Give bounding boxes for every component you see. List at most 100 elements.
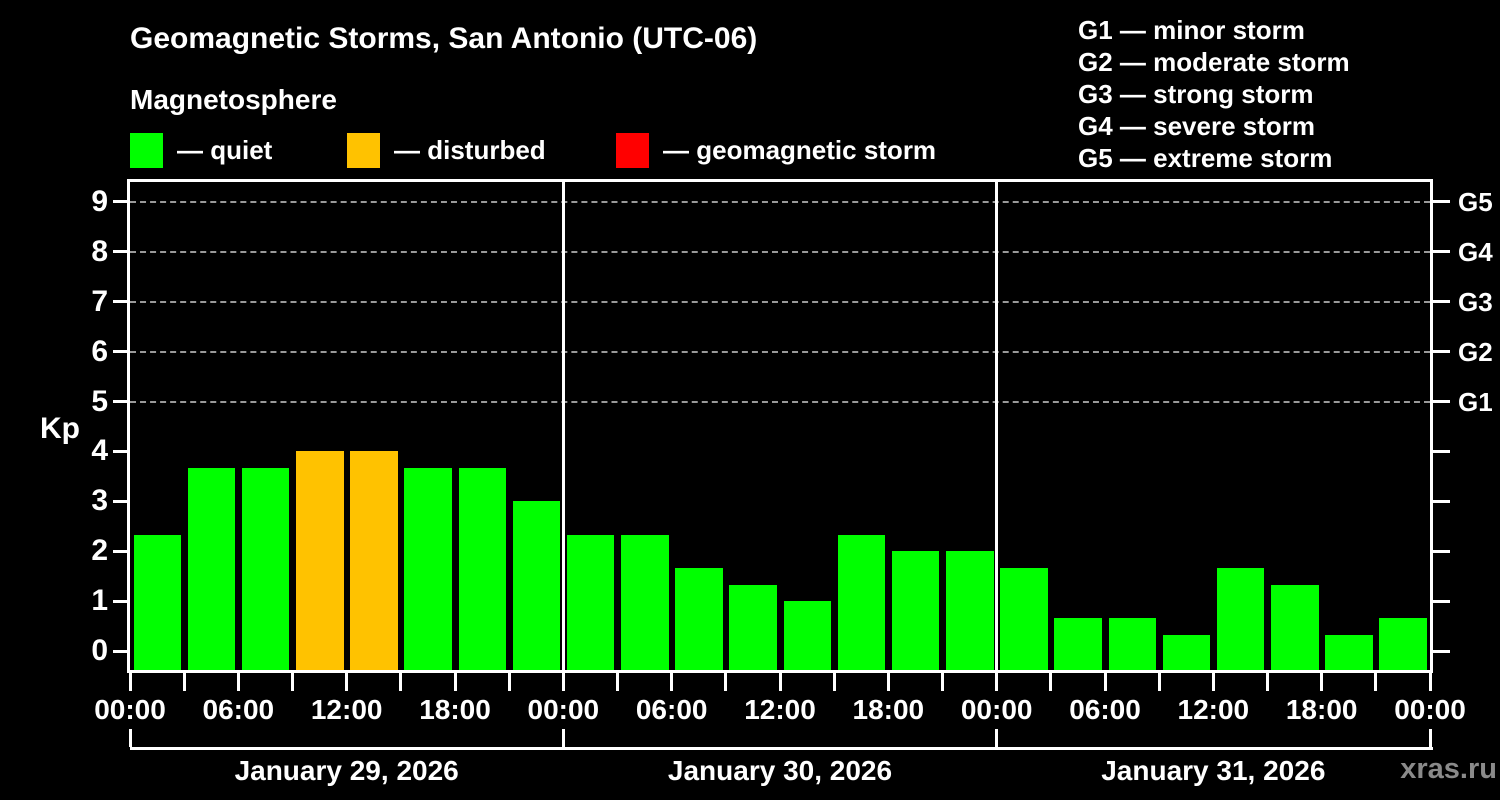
y-axis-tick-right	[1433, 400, 1450, 403]
gridline-kp7	[130, 300, 1430, 303]
y-axis-tick-right	[1433, 649, 1450, 653]
storm-scale-g4: G4 — severe storm	[1078, 111, 1316, 141]
y-axis-tick-left	[113, 250, 130, 254]
x-axis-tick	[832, 673, 836, 691]
y-tick-label: 7	[91, 284, 108, 318]
y-axis-tick-left	[113, 400, 130, 403]
x-time-label: 12:00	[744, 694, 816, 725]
storm-scale-g1: G1 — minor storm	[1078, 15, 1305, 45]
x-axis-tick	[941, 673, 944, 691]
x-time-label: 06:00	[202, 694, 275, 725]
x-time-label: 00:00	[960, 694, 1033, 725]
x-axis-tick	[1320, 673, 1324, 691]
date-bracket-tick	[128, 729, 132, 747]
kp-bar	[1162, 634, 1211, 670]
kp-bar	[1000, 567, 1048, 670]
legend-item-quiet: — quiet	[130, 132, 272, 168]
g-level-label-g5: G5	[1458, 186, 1493, 217]
x-axis-tick	[778, 673, 782, 691]
y-axis-tick-left	[113, 300, 130, 304]
y-tick-label: 8	[91, 234, 108, 268]
kp-bar	[241, 467, 290, 670]
y-tick-label: 0	[91, 634, 108, 667]
x-time-label: 06:00	[1069, 694, 1141, 725]
plot-area	[127, 179, 1433, 673]
disturbed-color-swatch-icon	[347, 132, 380, 168]
x-time-label: 06:00	[635, 694, 708, 725]
y-tick-label: 4	[91, 434, 108, 468]
x-axis-tick	[1103, 673, 1107, 691]
x-axis-tick	[1428, 673, 1432, 691]
y-tick-label: 3	[91, 484, 108, 518]
x-time-label: 12:00	[310, 694, 383, 725]
y-tick-label: 5	[91, 384, 108, 418]
y-axis-tick-right	[1433, 250, 1450, 254]
quiet-color-swatch-icon	[130, 132, 163, 168]
x-axis-tick	[128, 673, 132, 691]
x-axis-tick	[236, 673, 240, 691]
kp-bar	[946, 551, 994, 670]
x-time-label: 18:00	[852, 694, 925, 725]
y-axis-tick-left	[113, 350, 130, 354]
kp-bar	[891, 551, 940, 670]
legend-item-disturbed: — disturbed	[347, 132, 546, 168]
y-axis-tick-left	[113, 499, 130, 503]
date-bracket-line	[130, 747, 1433, 750]
kp-bar	[350, 451, 398, 670]
x-axis-tick	[724, 673, 728, 691]
x-time-label: 18:00	[1285, 694, 1358, 725]
x-axis-tick	[1049, 673, 1053, 691]
x-axis-tick	[886, 673, 890, 691]
x-time-label: 18:00	[419, 694, 491, 725]
storm-scale-g5: G5 — extreme storm	[1078, 143, 1333, 173]
x-axis-tick	[345, 673, 349, 691]
x-axis-tick	[616, 673, 619, 691]
x-axis-tick	[453, 673, 457, 691]
y-axis-tick-right	[1433, 200, 1450, 204]
x-axis-tick	[1266, 673, 1269, 691]
y-axis-tick-left	[113, 549, 130, 553]
chart-subtitle: Magnetosphere	[130, 84, 337, 115]
x-axis-tick	[1211, 673, 1215, 691]
gridline-kp8	[130, 250, 1430, 253]
legend-label-disturbed: — disturbed	[394, 134, 546, 165]
x-time-label: 00:00	[1394, 694, 1466, 725]
kp-bar	[1108, 617, 1157, 670]
date-label: January 30, 2026	[667, 755, 893, 786]
kp-bar	[783, 601, 832, 670]
date-bracket-tick	[995, 729, 999, 747]
y-tick-label: 6	[91, 334, 108, 368]
kp-bar	[1325, 634, 1373, 670]
date-label: January 31, 2026	[1101, 755, 1326, 786]
kp-bar	[404, 467, 452, 670]
kp-bar	[675, 567, 723, 670]
legend-label-storm: — geomagnetic storm	[663, 134, 937, 165]
y-axis-tick-right	[1433, 350, 1450, 354]
y-axis-tick-right	[1433, 300, 1450, 304]
x-axis-tick	[995, 673, 999, 691]
y-axis-tick-right	[1433, 499, 1450, 503]
y-axis-label: Kp	[40, 412, 80, 445]
kp-bar	[566, 534, 615, 670]
watermark: xras.ru	[1400, 753, 1497, 785]
storm-scale-g3: G3 — strong storm	[1078, 79, 1314, 109]
g-level-label-g2: G2	[1458, 336, 1493, 367]
date-label: January 29, 2026	[234, 755, 459, 786]
y-axis-tick-left	[113, 449, 130, 453]
y-tick-label: 1	[91, 584, 108, 618]
date-bracket-tick	[1428, 729, 1432, 747]
storm-scale-legend: G1 — minor storm G2 — moderate storm G3 …	[1078, 14, 1350, 174]
x-axis-tick	[507, 673, 511, 691]
kp-bar	[1216, 567, 1265, 670]
x-axis-tick	[1374, 673, 1378, 691]
y-axis-tick-right	[1433, 449, 1450, 453]
date-bracket-tick	[561, 729, 565, 747]
g-level-label-g1: G1	[1458, 386, 1493, 417]
storm-scale-g2: G2 — moderate storm	[1078, 47, 1350, 77]
kp-bar	[729, 584, 777, 670]
x-time-label: 00:00	[94, 694, 166, 725]
x-axis-tick	[291, 673, 294, 691]
kp-bar	[621, 534, 669, 670]
x-time-label: 00:00	[527, 694, 600, 725]
